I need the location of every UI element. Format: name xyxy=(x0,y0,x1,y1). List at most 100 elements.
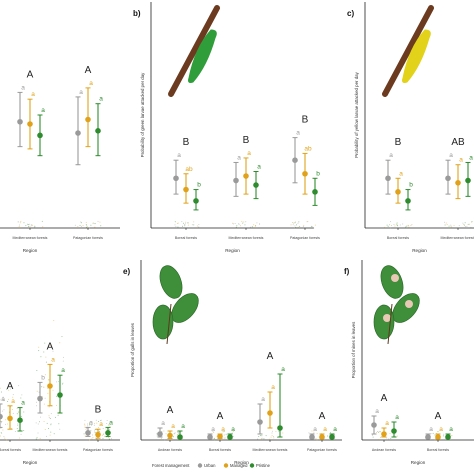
raw-point xyxy=(93,424,95,426)
raw-point xyxy=(299,225,301,227)
panel-label: b) xyxy=(133,9,141,18)
raw-point xyxy=(327,435,329,437)
raw-point xyxy=(255,227,257,229)
posthoc-letter: a xyxy=(237,154,241,161)
legend-swatch xyxy=(197,463,203,468)
raw-point xyxy=(43,386,45,388)
raw-point xyxy=(42,226,44,228)
x-tick-label: Boreal forests xyxy=(209,448,231,452)
posthoc-letter: a xyxy=(449,426,453,433)
x-tick-label: Mediterranean forests xyxy=(13,236,48,240)
raw-point xyxy=(16,413,18,415)
mine-spot-icon xyxy=(391,274,399,282)
raw-point xyxy=(48,406,50,408)
raw-point xyxy=(329,432,331,434)
raw-point xyxy=(94,430,96,432)
mean-point xyxy=(445,434,451,440)
raw-point xyxy=(313,431,315,433)
raw-point xyxy=(174,221,176,223)
raw-point xyxy=(234,223,236,225)
raw-point xyxy=(6,423,8,425)
raw-point xyxy=(11,409,13,411)
raw-point xyxy=(100,419,102,421)
raw-point xyxy=(105,428,107,430)
posthoc-letter: a xyxy=(89,80,93,87)
posthoc-letter: a xyxy=(439,426,443,433)
raw-point xyxy=(214,439,216,441)
raw-point xyxy=(81,222,83,224)
raw-point xyxy=(269,438,271,440)
raw-point xyxy=(80,225,82,227)
legend-swatch xyxy=(249,463,255,468)
raw-point xyxy=(104,435,106,437)
raw-point xyxy=(58,423,60,425)
mean-point xyxy=(105,430,111,436)
raw-point xyxy=(407,224,409,226)
raw-point xyxy=(0,421,2,423)
raw-point xyxy=(91,438,93,440)
raw-point xyxy=(223,437,225,439)
mean-point xyxy=(183,186,189,193)
x-tick-label: Patagonian forests xyxy=(290,236,320,240)
raw-point xyxy=(270,436,272,438)
raw-point xyxy=(7,400,9,402)
mine-spot-icon xyxy=(405,300,413,308)
mean-point xyxy=(17,417,23,424)
raw-point xyxy=(102,438,104,440)
raw-point xyxy=(302,226,304,228)
posthoc-letter: a xyxy=(109,419,113,426)
raw-point xyxy=(53,433,55,435)
raw-point xyxy=(388,438,390,440)
raw-point xyxy=(1,410,3,412)
posthoc-letter: a xyxy=(177,152,181,159)
raw-point xyxy=(1,398,3,400)
raw-point xyxy=(45,356,47,358)
posthoc-letter: a xyxy=(281,366,285,373)
raw-point xyxy=(62,382,64,384)
posthoc-letter: a xyxy=(247,150,251,157)
raw-point xyxy=(6,439,8,441)
raw-point xyxy=(48,415,50,417)
raw-point xyxy=(92,222,94,224)
raw-point xyxy=(86,224,88,226)
raw-point xyxy=(213,438,215,440)
raw-point xyxy=(38,421,40,423)
posthoc-letter: a xyxy=(459,157,463,164)
raw-point xyxy=(183,224,185,226)
raw-point xyxy=(174,432,176,434)
raw-point xyxy=(187,224,189,226)
posthoc-letter: a xyxy=(99,421,103,428)
raw-point xyxy=(184,225,186,227)
mean-point xyxy=(455,180,461,186)
mean-point xyxy=(0,413,3,420)
x-tick-label: Patagonian forests xyxy=(307,448,337,452)
raw-point xyxy=(390,221,392,223)
raw-point xyxy=(271,432,273,434)
mean-point xyxy=(465,177,471,184)
raw-point xyxy=(383,226,385,228)
y-axis-label: Probability of yellow larvae attacked pe… xyxy=(354,71,359,157)
raw-point xyxy=(108,439,110,441)
raw-point xyxy=(291,222,293,224)
raw-point xyxy=(50,423,52,425)
group-letter: A xyxy=(47,341,54,352)
x-tick-label: Mediterranean forests xyxy=(253,448,288,452)
posthoc-letter: a xyxy=(385,420,389,427)
mean-point xyxy=(391,428,397,434)
raw-point xyxy=(48,379,50,381)
raw-point xyxy=(232,430,234,432)
leaf-icon xyxy=(152,265,199,345)
x-axis-title: Region xyxy=(234,460,249,465)
raw-point xyxy=(295,226,297,228)
raw-point xyxy=(406,225,408,227)
raw-point xyxy=(43,351,45,353)
mean-point xyxy=(425,434,431,440)
raw-point xyxy=(10,388,12,390)
raw-point xyxy=(164,439,166,441)
raw-point xyxy=(52,350,54,352)
raw-point xyxy=(94,226,96,228)
raw-point xyxy=(386,437,388,439)
raw-point xyxy=(444,221,446,223)
mean-point xyxy=(157,431,163,437)
raw-point xyxy=(176,434,178,436)
